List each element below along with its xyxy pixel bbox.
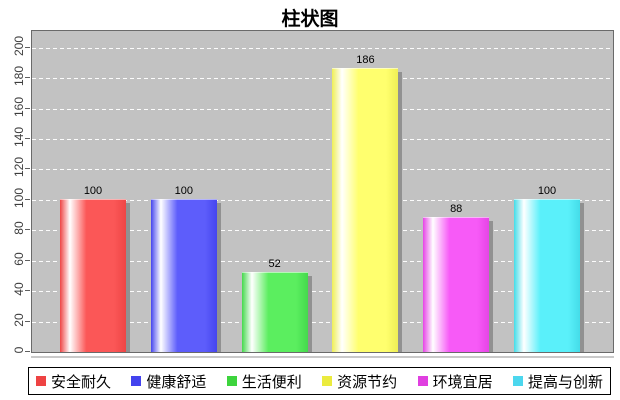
legend-label: 资源节约 bbox=[337, 373, 398, 391]
legend-swatch-icon bbox=[36, 376, 46, 386]
bar-健康舒适 bbox=[150, 198, 217, 352]
gridline-60 bbox=[32, 260, 613, 262]
y-tick-200 bbox=[25, 46, 30, 48]
y-tick-60 bbox=[25, 259, 30, 261]
y-tick-label-200: 200 bbox=[12, 35, 26, 56]
bar-value-环境宜居: 88 bbox=[450, 203, 463, 216]
bar-value-资源节约: 186 bbox=[356, 54, 375, 67]
bar-资源节约 bbox=[332, 68, 399, 352]
y-tick-20 bbox=[25, 320, 30, 322]
legend: 安全耐久 健康舒适 生活便利 资源节约 环境宜居 提高与创新 bbox=[28, 367, 611, 395]
gridline-20 bbox=[32, 321, 613, 323]
legend-label: 安全耐久 bbox=[51, 373, 112, 391]
y-tick-0 bbox=[25, 351, 30, 352]
legend-item-健康舒适: 健康舒适 bbox=[131, 371, 206, 392]
legend-swatch-icon bbox=[322, 376, 333, 386]
legend-item-生活便利: 生活便利 bbox=[226, 371, 302, 392]
chart-area: 100 100 52 186 88 100 0 20 40 60 80 100 120 140 160 18… bbox=[12, 30, 614, 353]
bar-value-健康舒适: 100 bbox=[174, 184, 193, 197]
y-tick-140 bbox=[25, 138, 30, 139]
plot-area: 100 100 52 186 88 100 bbox=[31, 30, 614, 353]
gridline-160 bbox=[32, 108, 613, 110]
bar-安全耐久 bbox=[60, 198, 126, 352]
legend-label: 提高与创新 bbox=[527, 373, 603, 391]
gridline-120 bbox=[32, 169, 613, 171]
bar-value-生活便利: 52 bbox=[268, 257, 281, 270]
legend-swatch-icon bbox=[417, 376, 428, 386]
bar-生活便利 bbox=[241, 271, 308, 352]
y-tick-120 bbox=[25, 168, 30, 170]
legend-swatch-icon bbox=[512, 376, 523, 386]
gridline-100 bbox=[32, 199, 613, 201]
legend-label: 健康舒适 bbox=[146, 373, 207, 391]
bar-提高与创新 bbox=[514, 198, 580, 352]
y-tick-180 bbox=[25, 77, 30, 79]
y-tick-100 bbox=[25, 198, 30, 200]
legend-item-安全耐久: 安全耐久 bbox=[36, 371, 111, 392]
bar-value-安全耐久: 100 bbox=[83, 184, 103, 197]
legend-item-提高与创新: 提高与创新 bbox=[512, 371, 603, 392]
gridline-180 bbox=[32, 78, 613, 80]
y-tick-160 bbox=[25, 107, 30, 109]
gridline-200 bbox=[32, 47, 613, 49]
bar-value-提高与创新: 100 bbox=[537, 184, 557, 197]
legend-swatch-icon bbox=[131, 376, 142, 386]
gridline-80 bbox=[32, 230, 613, 232]
gridline-140 bbox=[32, 139, 613, 140]
legend-label: 环境宜居 bbox=[432, 373, 493, 391]
y-tick-40 bbox=[25, 290, 30, 292]
bar-环境宜居 bbox=[423, 217, 490, 352]
y-tick-80 bbox=[25, 229, 30, 231]
legend-item-资源节约: 资源节约 bbox=[322, 371, 397, 392]
legend-swatch-icon bbox=[226, 376, 237, 386]
legend-item-环境宜居: 环境宜居 bbox=[417, 371, 493, 392]
legend-label: 生活便利 bbox=[241, 373, 302, 391]
category-axis-line bbox=[31, 356, 614, 358]
gridline-40 bbox=[32, 291, 613, 293]
chart-title: 柱状图 bbox=[281, 9, 339, 30]
